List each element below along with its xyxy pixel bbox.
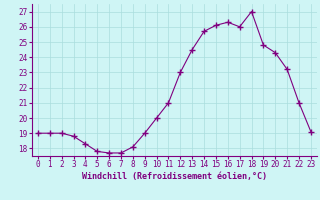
X-axis label: Windchill (Refroidissement éolien,°C): Windchill (Refroidissement éolien,°C) [82, 172, 267, 181]
